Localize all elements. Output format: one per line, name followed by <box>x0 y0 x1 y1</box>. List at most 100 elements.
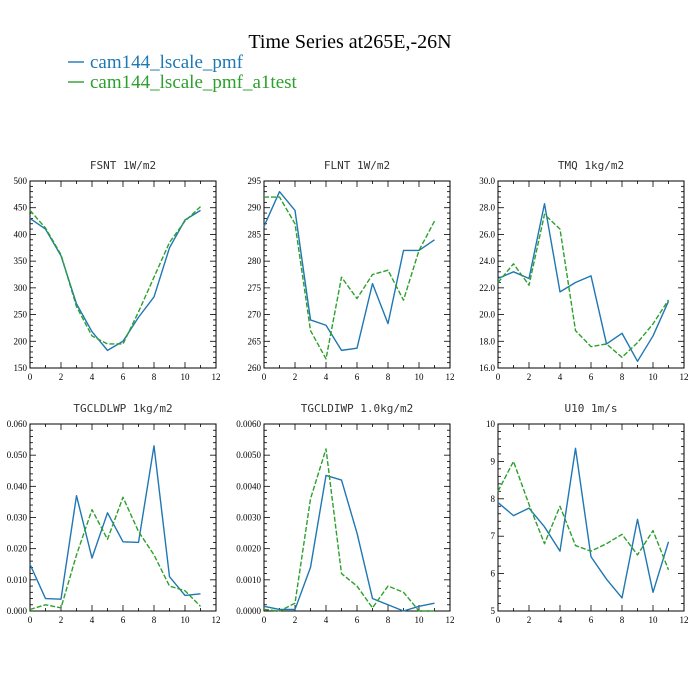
series-line-tmq-2 <box>497 213 670 359</box>
y-tick-label-tgcldiwp: 0.0050 <box>236 450 261 460</box>
plot-frame-fsnt <box>29 180 217 369</box>
series-line-tgcldiwp-2 <box>263 448 435 612</box>
x-tick-label-u10: 6 <box>589 615 594 625</box>
y-tick-label-flnt: 265 <box>248 336 262 346</box>
x-tick-label-flnt: 2 <box>293 372 298 382</box>
panel-title-u10: U10 1m/s <box>565 402 618 415</box>
x-tick-label-u10: 12 <box>680 615 689 625</box>
x-tick-label-tgcldiwp: 10 <box>415 615 425 625</box>
x-tick-label-fsnt: 10 <box>181 372 191 382</box>
plot-frame-flnt <box>263 180 451 369</box>
panel-tgcldlwp: TGCLDLWP 1kg/m2 0 2 4 6 8 10 12 0.000 0.010 0.020 0… <box>7 402 221 625</box>
x-tick-label-fsnt: 12 <box>212 372 221 382</box>
x-tick-label-tmq: 10 <box>649 372 659 382</box>
x-tick-label-tmq: 2 <box>527 372 532 382</box>
legend: cam144_lscale_pmf cam144_lscale_pmf_a1te… <box>68 52 298 93</box>
y-tick-label-tgcldiwp: 0.0040 <box>236 481 261 491</box>
series-line-tgcldlwp-2 <box>29 496 201 611</box>
y-tick-label-tmq: 28.0 <box>479 203 495 213</box>
x-tick-label-tmq: 4 <box>558 372 563 382</box>
y-tick-label-u10: 9 <box>491 456 496 466</box>
y-tick-label-tgcldiwp: 0.0060 <box>236 419 261 429</box>
x-tick-label-fsnt: 2 <box>59 372 64 382</box>
y-tick-label-fsnt: 250 <box>14 310 28 320</box>
x-tick-label-tmq: 6 <box>589 372 594 382</box>
y-tick-label-fsnt: 350 <box>14 256 28 266</box>
y-tick-label-tmq: 20.0 <box>479 310 495 320</box>
panel-title-tmq: TMQ 1kg/m2 <box>558 159 624 172</box>
y-tick-label-fsnt: 300 <box>14 283 28 293</box>
x-tick-label-tgcldlwp: 4 <box>90 615 95 625</box>
y-tick-label-flnt: 290 <box>248 203 262 213</box>
y-tick-label-tgcldlwp: 0.030 <box>7 513 28 523</box>
x-tick-label-fsnt: 0 <box>28 372 33 382</box>
x-tick-label-tgcldiwp: 2 <box>293 615 298 625</box>
x-tick-label-u10: 10 <box>649 615 659 625</box>
x-tick-label-flnt: 12 <box>446 372 455 382</box>
plot-frame-tgcldiwp <box>263 423 451 612</box>
y-tick-label-flnt: 285 <box>248 229 262 239</box>
y-tick-label-fsnt: 200 <box>14 336 28 346</box>
y-tick-label-tgcldlwp: 0.040 <box>7 481 28 491</box>
y-tick-label-u10: 8 <box>491 494 496 504</box>
y-tick-label-tgcldiwp: 0.0030 <box>236 513 261 523</box>
legend-label-series-1: cam144_lscale_pmf <box>90 52 244 73</box>
x-tick-label-fsnt: 4 <box>90 372 95 382</box>
y-tick-label-tmq: 18.0 <box>479 336 495 346</box>
y-tick-label-u10: 7 <box>491 531 496 541</box>
series-line-tmq-1 <box>497 203 670 363</box>
y-tick-label-flnt: 270 <box>248 310 262 320</box>
x-tick-label-tgcldlwp: 12 <box>212 615 221 625</box>
x-tick-label-tgcldiwp: 0 <box>262 615 267 625</box>
panel-flnt: FLNT 1W/m2 0 2 4 6 8 10 12 260 265 270 275 280 285 290… <box>248 159 455 382</box>
plot-frame-tgcldlwp <box>29 423 217 612</box>
y-tick-label-fsnt: 400 <box>14 229 28 239</box>
y-tick-label-tgcldiwp: 0.0020 <box>236 544 261 554</box>
y-tick-label-tmq: 24.0 <box>479 256 495 266</box>
y-tick-label-fsnt: 150 <box>14 363 28 373</box>
x-tick-label-flnt: 4 <box>324 372 329 382</box>
y-tick-label-tmq: 26.0 <box>479 229 495 239</box>
x-tick-label-flnt: 6 <box>355 372 360 382</box>
x-tick-label-u10: 8 <box>620 615 625 625</box>
y-tick-label-tmq: 16.0 <box>479 363 495 373</box>
x-tick-label-tmq: 12 <box>680 372 689 382</box>
series-line-u10-2 <box>497 460 670 571</box>
y-tick-label-tmq: 22.0 <box>479 283 495 293</box>
x-tick-label-tmq: 0 <box>496 372 501 382</box>
series-line-u10-1 <box>497 447 670 599</box>
y-tick-label-fsnt: 450 <box>14 203 28 213</box>
panel-title-fsnt: FSNT 1W/m2 <box>90 159 156 172</box>
y-tick-label-tgcldiwp: 0.0010 <box>236 575 261 585</box>
panel-title-flnt: FLNT 1W/m2 <box>324 159 390 172</box>
y-tick-label-flnt: 295 <box>248 176 262 186</box>
x-tick-label-tgcldlwp: 8 <box>152 615 157 625</box>
y-tick-label-tgcldiwp: 0.0000 <box>236 606 261 616</box>
x-tick-label-flnt: 8 <box>386 372 391 382</box>
x-tick-label-flnt: 10 <box>415 372 425 382</box>
y-tick-label-flnt: 260 <box>248 363 262 373</box>
x-tick-label-u10: 0 <box>496 615 501 625</box>
y-tick-label-flnt: 275 <box>248 283 262 293</box>
x-tick-label-u10: 2 <box>527 615 532 625</box>
x-tick-label-tgcldlwp: 0 <box>28 615 33 625</box>
x-tick-label-fsnt: 6 <box>121 372 126 382</box>
x-tick-label-tmq: 8 <box>620 372 625 382</box>
panel-tmq: TMQ 1kg/m2 0 2 4 6 8 10 12 16.0 18.0 20.0 22.0 24.0 2… <box>479 159 688 382</box>
x-tick-label-tgcldiwp: 6 <box>355 615 360 625</box>
series-line-tgcldiwp-1 <box>263 474 435 612</box>
y-tick-label-tgcldlwp: 0.020 <box>7 544 28 554</box>
x-tick-label-tgcldiwp: 4 <box>324 615 329 625</box>
panel-tgcldiwp: TGCLDIWP 1.0kg/m2 0 2 4 6 8 10 12 0.0000 0.0010 0.… <box>236 402 454 625</box>
x-tick-label-tgcldiwp: 12 <box>446 615 455 625</box>
y-tick-label-u10: 6 <box>491 569 496 579</box>
series-line-fsnt-2 <box>29 206 201 345</box>
x-tick-label-tgcldlwp: 6 <box>121 615 126 625</box>
x-tick-label-u10: 4 <box>558 615 563 625</box>
series-line-flnt-1 <box>263 190 435 352</box>
panel-u10: U10 1m/s 0 2 4 6 8 10 12 5 6 7 8 9 10 <box>486 402 689 625</box>
y-tick-label-tgcldlwp: 0.050 <box>7 450 28 460</box>
y-tick-label-u10: 10 <box>486 419 496 429</box>
panel-fsnt: FSNT 1W/m2 0 2 4 6 8 10 12 150 200 250 300 350 400 450… <box>14 159 221 382</box>
